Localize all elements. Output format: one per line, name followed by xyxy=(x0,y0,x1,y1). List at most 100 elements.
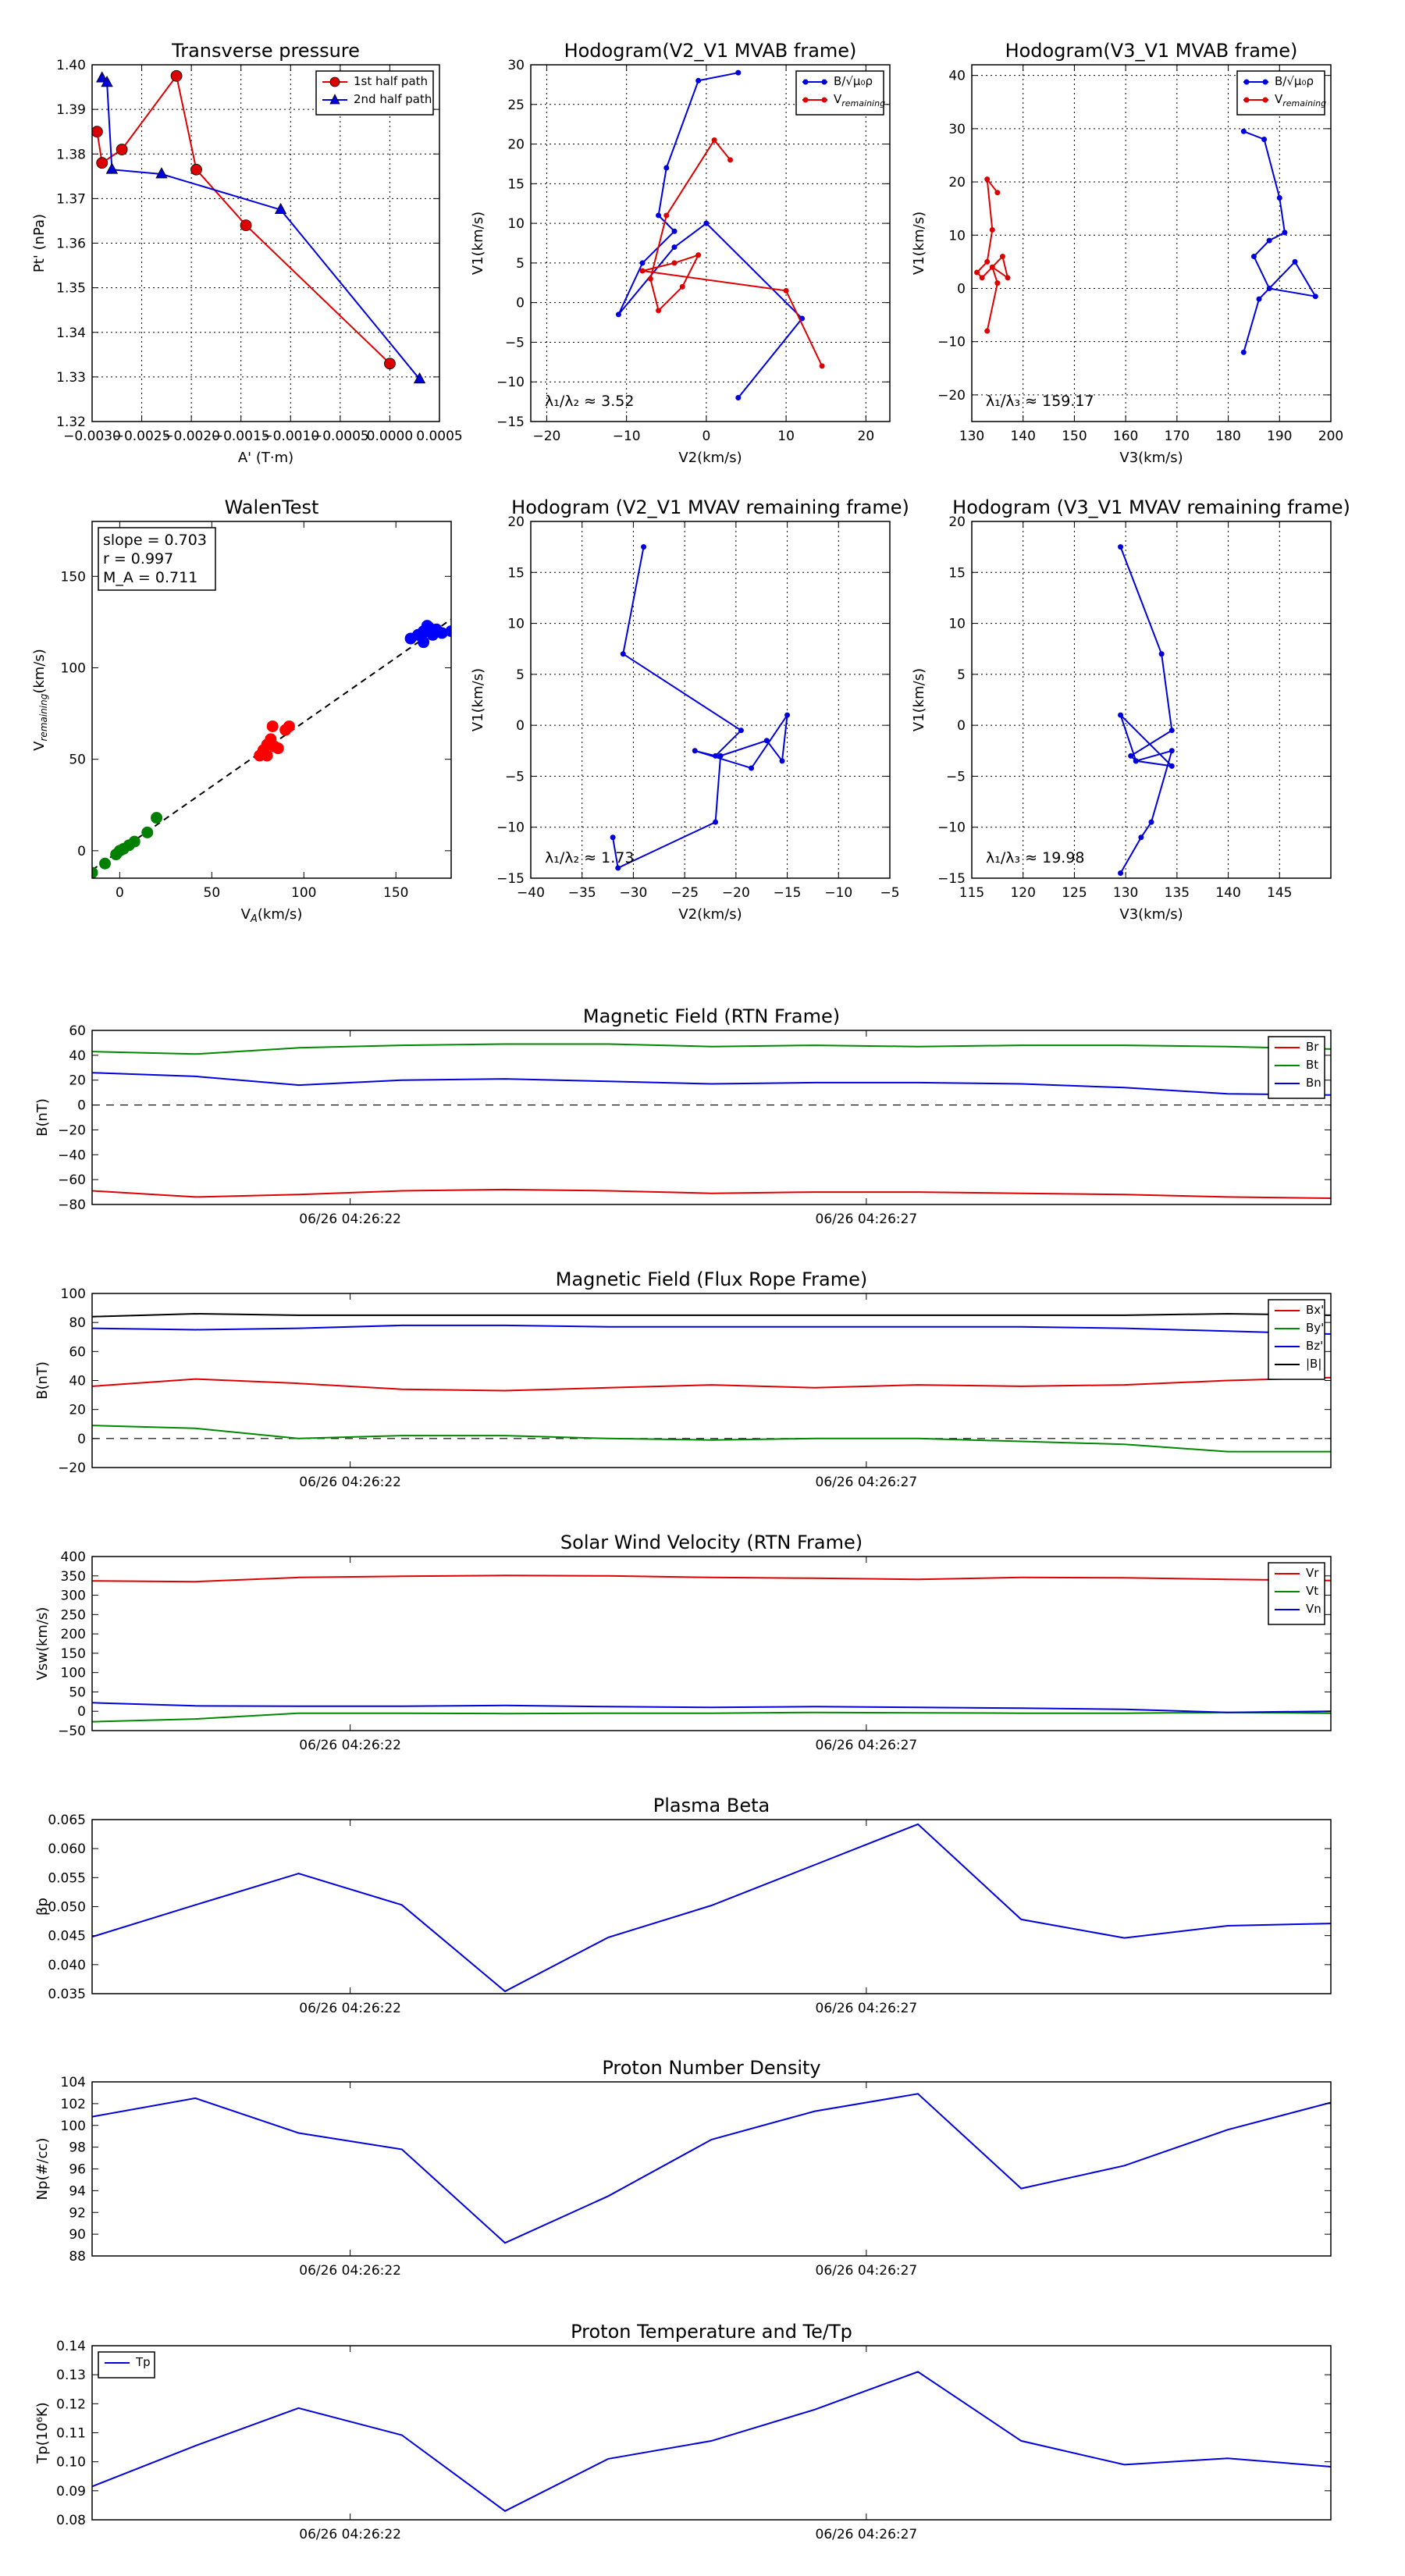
x-tick-label: 06/26 04:26:22 xyxy=(299,1475,401,1490)
y-axis-label-main: V xyxy=(31,741,48,751)
series-line xyxy=(612,546,788,870)
series-component-1 xyxy=(254,720,295,762)
data-point xyxy=(713,819,719,825)
series-line xyxy=(92,1072,1331,1096)
y-tick-label: 5 xyxy=(516,256,525,272)
legend-marker xyxy=(329,94,340,105)
y-tick-label: 94 xyxy=(69,2183,86,2199)
legend-label: B/√μ₀ρ xyxy=(834,74,873,88)
series-beta xyxy=(92,1823,1331,1993)
y-tick-label: 150 xyxy=(61,569,86,585)
legend-marker xyxy=(821,79,827,85)
y-axis-label: V1(km/s) xyxy=(470,668,486,731)
y-tick-label: 0.055 xyxy=(48,1870,86,1886)
y-tick-label: 1.35 xyxy=(56,281,86,297)
x-tick-label: −35 xyxy=(568,885,596,901)
legend-label-main: V xyxy=(834,92,842,106)
y-tick-label: 80 xyxy=(69,1315,86,1331)
data-point xyxy=(274,202,287,215)
legend-label: Tp xyxy=(135,2355,151,2369)
y-axis-label: Pt' (nPa) xyxy=(31,214,48,272)
y-tick-label: 50 xyxy=(69,1685,86,1700)
data-point xyxy=(763,738,770,744)
x-tick-label: 180 xyxy=(1215,429,1240,444)
y-tick-label: 102 xyxy=(61,2097,86,2112)
data-point xyxy=(1133,758,1139,764)
data-point xyxy=(413,372,426,384)
series-line xyxy=(92,1043,1331,1055)
chart-title: Plasma Beta xyxy=(653,1795,770,1816)
data-point xyxy=(384,358,396,370)
series-line xyxy=(92,1376,1331,1392)
x-tick-label: −0.0020 xyxy=(162,429,220,444)
legend: Bx' By' Bz' |B| xyxy=(1268,1299,1325,1380)
y-axis-label: V1(km/s) xyxy=(911,212,927,275)
y-tick-label: −5 xyxy=(505,769,525,785)
y-tick-label: 0 xyxy=(516,296,525,311)
data-point xyxy=(1148,819,1154,825)
y-tick-label: 1.37 xyxy=(56,191,86,207)
series-bt xyxy=(92,1043,1331,1055)
eigenvalue-ratio: λ₁/λ₃ ≈ 19.98 xyxy=(986,849,1085,866)
y-tick-label: 40 xyxy=(69,1048,86,1064)
data-point xyxy=(779,758,785,764)
data-point xyxy=(979,275,985,281)
x-tick-label: 06/26 04:26:22 xyxy=(299,2527,401,2542)
data-point xyxy=(663,212,670,219)
y-tick-label: −50 xyxy=(58,1724,86,1739)
data-point xyxy=(170,69,183,82)
legend-item: Vremaining xyxy=(802,92,885,109)
y-tick-label: −5 xyxy=(505,335,525,350)
x-tick-label: −25 xyxy=(670,885,699,901)
series-trace xyxy=(610,544,791,871)
chart-title: Transverse pressure xyxy=(171,40,360,62)
data-point xyxy=(1118,544,1124,550)
x-tick-label: 130 xyxy=(1113,885,1138,901)
data-point xyxy=(656,212,662,219)
y-tick-label: 100 xyxy=(61,2119,86,2134)
y-tick-label: 0.09 xyxy=(56,2484,86,2500)
legend-frame xyxy=(98,2351,155,2379)
series-b- xyxy=(1240,128,1318,355)
x-tick-label: 06/26 04:26:27 xyxy=(816,1212,918,1227)
legend: 1st half path 2nd half path xyxy=(315,70,434,116)
data-point xyxy=(679,283,685,290)
data-point xyxy=(1118,870,1124,876)
legend-item: Vn xyxy=(1275,1602,1321,1616)
legend-marker xyxy=(1262,97,1268,103)
data-point xyxy=(639,268,646,274)
y-axis-label: V1(km/s) xyxy=(470,212,486,275)
y-tick-label: 0.040 xyxy=(48,1958,86,1973)
plot-area xyxy=(92,1043,1331,1199)
y-tick-label: 1.36 xyxy=(56,237,86,252)
legend-label: B/√μ₀ρ xyxy=(1275,74,1314,88)
data-point xyxy=(984,176,991,183)
legend-label: 1st half path xyxy=(354,74,428,88)
data-point xyxy=(266,720,279,732)
x-tick-label: 100 xyxy=(291,885,316,901)
legend-marker xyxy=(1243,97,1250,103)
eigenvalue-ratio: λ₁/λ₂ ≈ 1.73 xyxy=(545,849,634,866)
data-point xyxy=(713,753,719,759)
y-axis-label: Tp(10⁶K) xyxy=(34,2402,51,2464)
legend: Vr Vt Vn xyxy=(1268,1562,1325,1625)
plot-area xyxy=(92,618,451,878)
chart-tp_temp: Proton Temperature and Te/Tp 06/26 04:26:… xyxy=(34,2321,1332,2542)
legend-label: |B| xyxy=(1306,1357,1321,1371)
x-axis-label: V2(km/s) xyxy=(678,450,742,466)
axes-frame xyxy=(91,1819,1332,1994)
legend-marker xyxy=(1262,79,1268,85)
y-tick-label: −20 xyxy=(58,1123,86,1138)
data-point xyxy=(989,226,995,233)
y-tick-label: 0 xyxy=(77,1704,86,1720)
x-tick-label: 06/26 04:26:22 xyxy=(299,2001,401,2016)
chart-sw: Solar Wind Velocity (RTN Frame) 06/26 04:… xyxy=(34,1532,1332,1753)
data-point xyxy=(735,395,742,401)
x-tick-label: −15 xyxy=(774,885,802,901)
x-tick-label: 200 xyxy=(1318,429,1343,444)
legend-item: Bn xyxy=(1275,1076,1321,1090)
data-point xyxy=(1240,128,1247,134)
legend-item: By' xyxy=(1275,1321,1324,1335)
data-point xyxy=(1256,296,1262,302)
data-point xyxy=(1261,136,1268,142)
